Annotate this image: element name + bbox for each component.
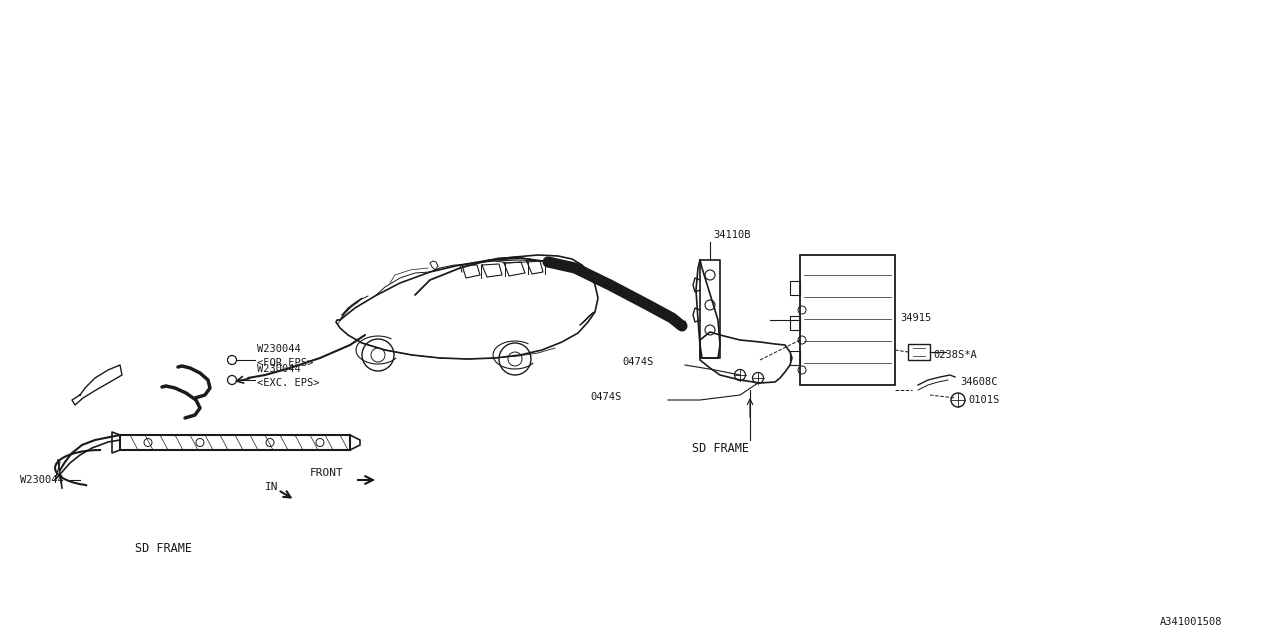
Text: 0474S: 0474S	[590, 392, 621, 402]
Bar	[790, 316, 800, 330]
Text: IN: IN	[265, 482, 279, 492]
Text: W230044: W230044	[20, 475, 64, 485]
Text: W230044
<EXC. EPS>: W230044 <EXC. EPS>	[257, 364, 320, 388]
Text: 0101S: 0101S	[968, 395, 1000, 405]
Bar	[800, 255, 895, 385]
Bar	[908, 344, 931, 360]
Text: 34110B: 34110B	[713, 230, 750, 240]
Text: W230044
<FOR EPS>: W230044 <FOR EPS>	[257, 344, 314, 367]
Text: 0238S*A: 0238S*A	[933, 350, 977, 360]
Text: SD FRAME: SD FRAME	[134, 541, 192, 554]
Bar	[790, 351, 800, 365]
Text: A341001508: A341001508	[1160, 617, 1222, 627]
Text: 0474S: 0474S	[622, 357, 653, 367]
Text: SD FRAME: SD FRAME	[692, 442, 749, 454]
Bar	[790, 281, 800, 295]
Text: FRONT: FRONT	[310, 468, 344, 478]
Text: 34915: 34915	[900, 313, 932, 323]
Text: 34608C: 34608C	[960, 377, 997, 387]
Bar	[120, 435, 349, 450]
